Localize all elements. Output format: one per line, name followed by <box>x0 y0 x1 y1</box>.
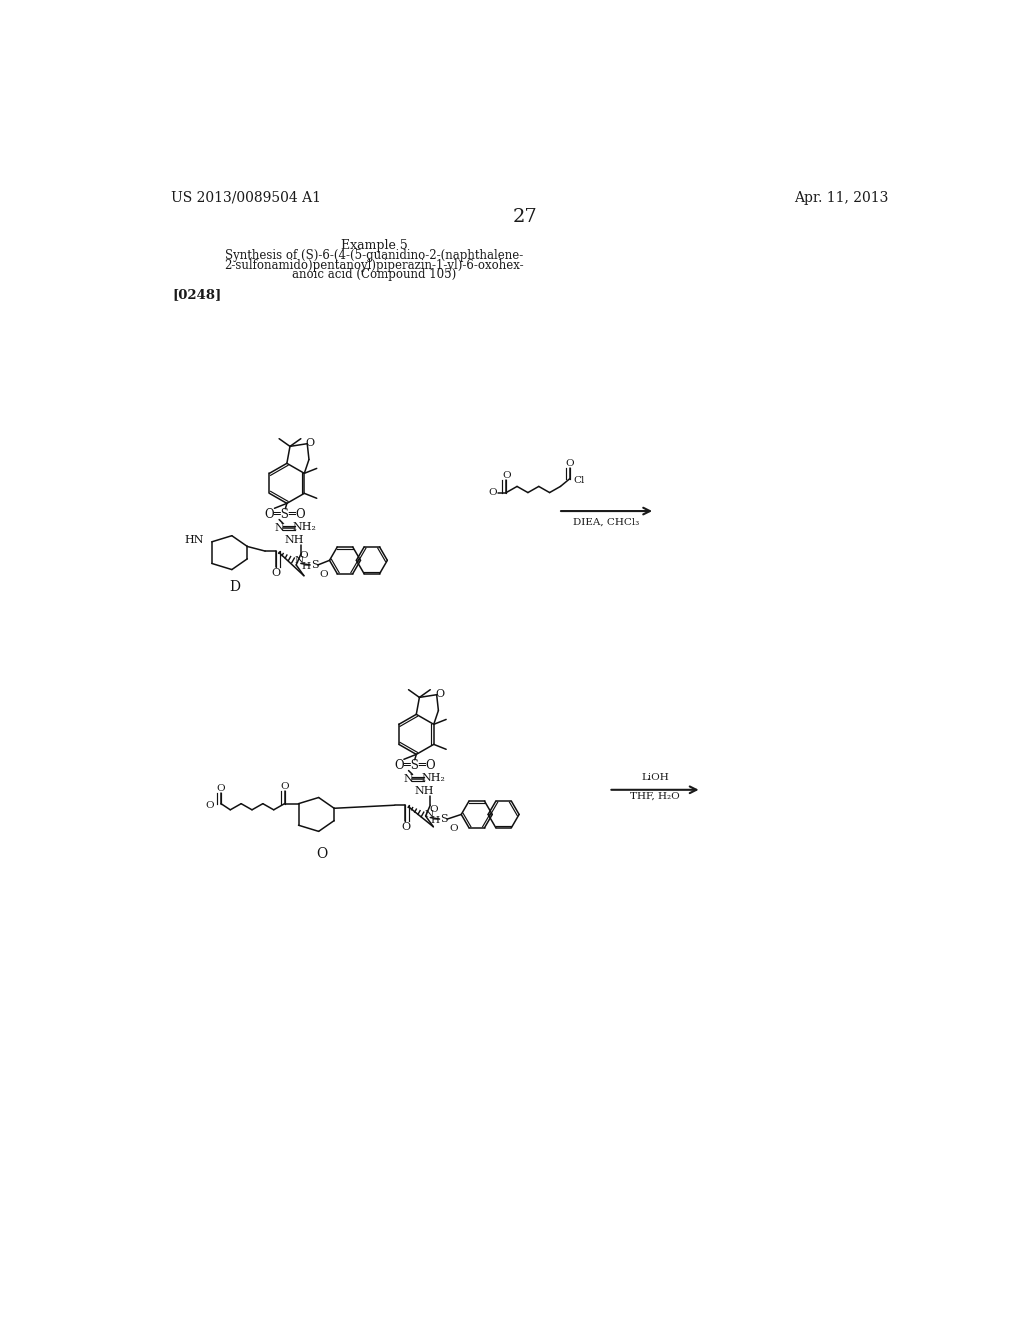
Text: O: O <box>400 822 410 832</box>
Text: [0248]: [0248] <box>172 288 221 301</box>
Text: O: O <box>565 459 574 467</box>
Text: Apr. 11, 2013: Apr. 11, 2013 <box>795 191 889 205</box>
Text: N: N <box>295 556 304 565</box>
Text: 2-sulfonamido)pentanoyl)piperazin-1-yl)-6-oxohex-: 2-sulfonamido)pentanoyl)piperazin-1-yl)-… <box>224 259 524 272</box>
Text: H: H <box>430 816 439 825</box>
Text: NH: NH <box>415 787 434 796</box>
Text: O: O <box>300 552 308 560</box>
Text: O═S═O: O═S═O <box>394 759 435 772</box>
Text: H: H <box>301 562 310 572</box>
Text: NH₂: NH₂ <box>292 523 315 532</box>
Text: NH₂: NH₂ <box>422 774 445 783</box>
Text: THF, H₂O: THF, H₂O <box>630 792 680 800</box>
Text: D: D <box>229 581 241 594</box>
Text: O: O <box>316 847 328 862</box>
Text: S: S <box>311 560 318 570</box>
Text: O: O <box>502 471 511 480</box>
Text: O: O <box>271 568 281 578</box>
Text: HN: HN <box>184 536 204 545</box>
Text: O: O <box>429 805 437 814</box>
Text: O: O <box>281 783 289 791</box>
Text: N: N <box>274 523 284 533</box>
Text: O: O <box>450 824 458 833</box>
Text: anoic acid (Compound 105): anoic acid (Compound 105) <box>292 268 457 281</box>
Text: O: O <box>206 801 214 809</box>
Text: N: N <box>403 774 414 784</box>
Text: 27: 27 <box>512 209 538 227</box>
Text: O: O <box>306 438 315 447</box>
Text: DIEA, CHCl₃: DIEA, CHCl₃ <box>573 517 639 527</box>
Text: Cl: Cl <box>573 475 585 484</box>
Text: US 2013/0089504 A1: US 2013/0089504 A1 <box>171 191 321 205</box>
Text: O: O <box>319 570 329 578</box>
Text: O═S═O: O═S═O <box>264 508 306 520</box>
Text: Synthesis of (S)-6-(4-(5-guanidino-2-(naphthalene-: Synthesis of (S)-6-(4-(5-guanidino-2-(na… <box>225 249 523 263</box>
Text: S: S <box>440 814 449 824</box>
Text: O: O <box>217 784 225 793</box>
Text: N: N <box>424 810 433 818</box>
Text: NH: NH <box>285 536 304 545</box>
Text: LiOH: LiOH <box>641 774 669 781</box>
Text: O: O <box>488 488 497 498</box>
Text: O: O <box>435 689 444 698</box>
Text: Example 5: Example 5 <box>341 239 408 252</box>
